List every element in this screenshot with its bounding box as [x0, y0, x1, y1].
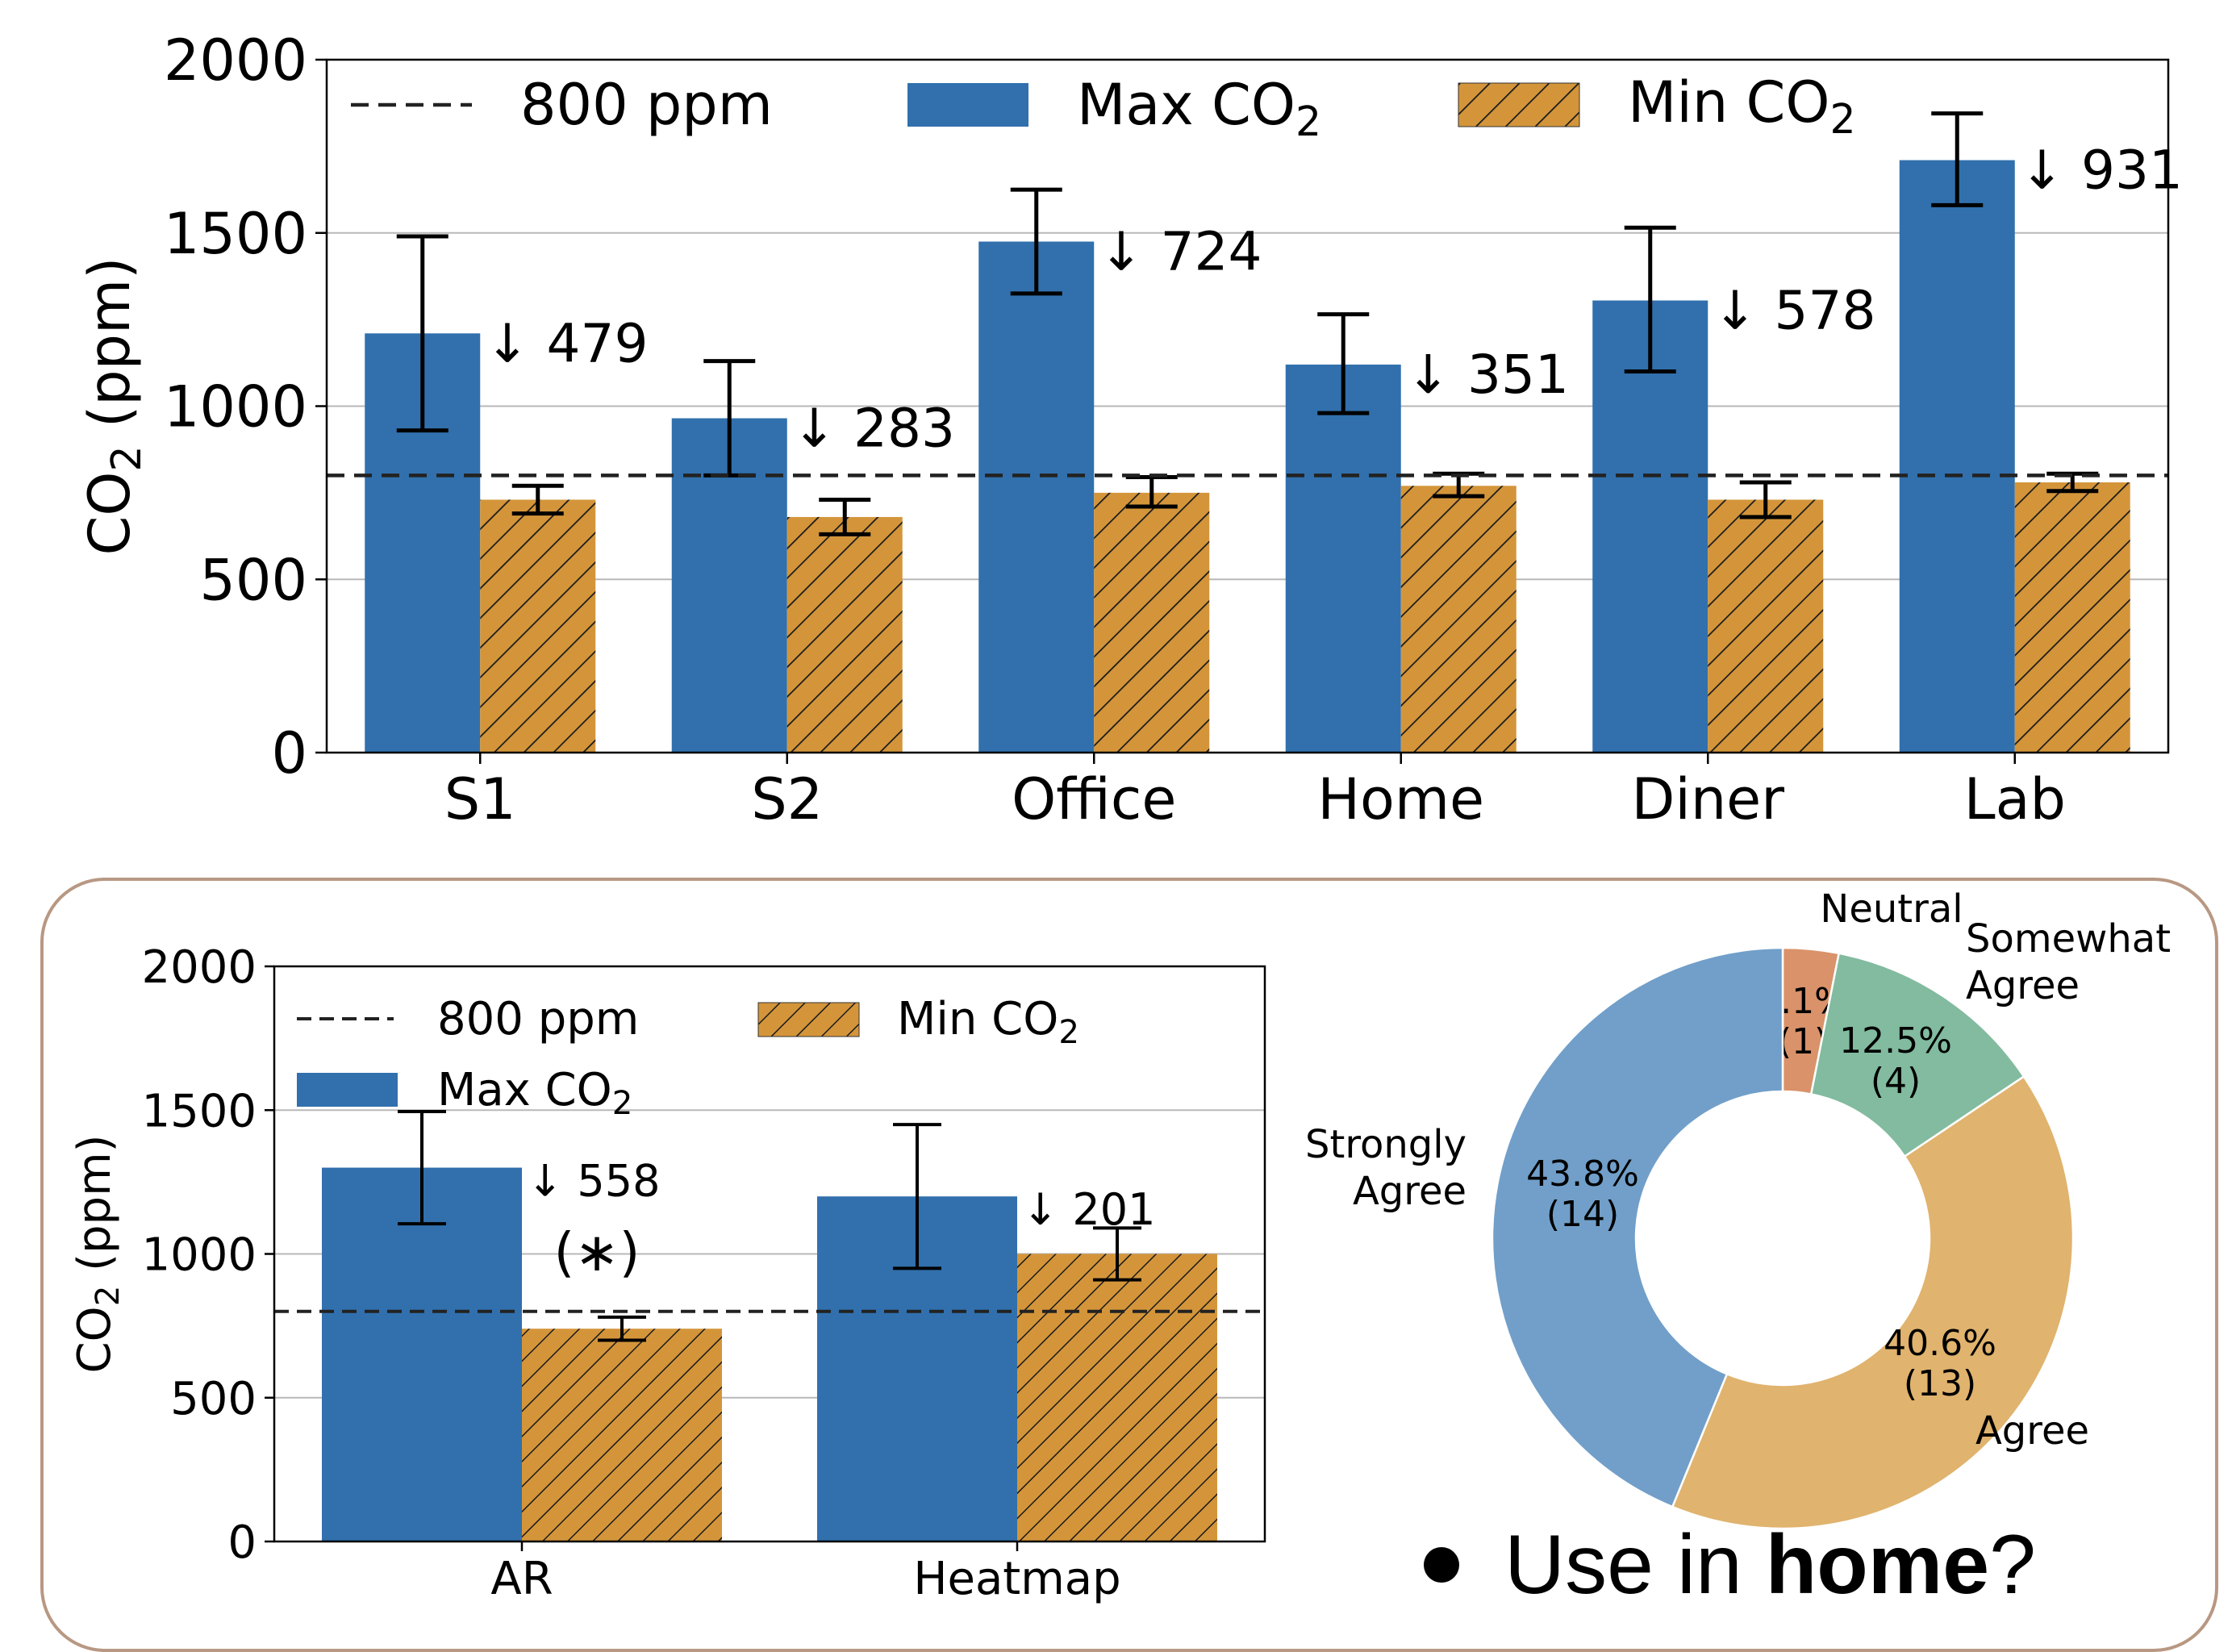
- x-tick-label: AR: [490, 1553, 553, 1605]
- y-tick-label: 2000: [164, 27, 307, 94]
- slice-percent-label: 43.8%: [1526, 1153, 1639, 1195]
- caption-bold: home: [1765, 1518, 1990, 1612]
- slice-percent-label: 40.6%: [1884, 1323, 1996, 1364]
- y-tick-label: 1000: [141, 1229, 257, 1282]
- slice-category-label: Strongly: [1305, 1122, 1466, 1167]
- x-tick-label: Home: [1317, 766, 1484, 832]
- bar-max: [322, 1167, 522, 1541]
- reduction-label: ↓ 724: [1099, 220, 1262, 282]
- bar-max: [1592, 300, 1708, 753]
- legend-label-reference: 800 ppm: [520, 72, 773, 138]
- legend-label-max: Max CO2: [1077, 72, 1321, 145]
- bar-max: [1899, 160, 2015, 753]
- bar-max: [978, 241, 1095, 753]
- bar-min: [786, 516, 903, 753]
- slice-count-label: (14): [1546, 1194, 1619, 1235]
- y-tick-label: 1500: [141, 1085, 257, 1137]
- legend-label-min: Min CO2: [897, 993, 1079, 1051]
- reduction-label: ↓ 578: [1713, 280, 1875, 342]
- legend-swatch-max: [297, 1073, 398, 1107]
- legend-label-min: Min CO2: [1628, 69, 1856, 143]
- bar-min: [2014, 482, 2130, 753]
- caption-prefix: Use in: [1504, 1518, 1766, 1612]
- y-axis-label: CO2 (ppm): [69, 1135, 127, 1374]
- reduction-label: ↓ 558: [527, 1156, 660, 1207]
- x-tick-label: Office: [1012, 766, 1176, 832]
- bar-min: [522, 1329, 722, 1541]
- reduction-label: ↓ 283: [792, 398, 955, 460]
- x-tick-label: S2: [751, 766, 823, 832]
- slice-category-label: Agree: [1353, 1169, 1466, 1214]
- legend-swatch-min: [1458, 82, 1580, 127]
- donut-slice: [1671, 1074, 2075, 1530]
- slice-percent-label: 12.5%: [1839, 1020, 1952, 1062]
- y-tick-label: 2000: [141, 941, 257, 994]
- bar-min: [1017, 1254, 1217, 1541]
- slice-category-label: Neutral: [1820, 886, 1963, 932]
- y-tick-label: 0: [271, 720, 307, 786]
- plot-frame: [325, 58, 2170, 754]
- x-tick-label: Lab: [1964, 766, 2066, 832]
- legend-swatch-max: [907, 83, 1028, 127]
- bar-min: [1708, 499, 1824, 753]
- y-tick-label: 500: [170, 1373, 257, 1425]
- plot-frame: [273, 965, 1266, 1543]
- slice-count-label: (4): [1871, 1061, 1921, 1102]
- y-tick-label: 1500: [164, 201, 307, 267]
- caption-suffix: ?: [1989, 1518, 2036, 1612]
- bar-min: [1400, 486, 1517, 753]
- donut-slice: [1809, 952, 2025, 1158]
- legend-swatch-min: [757, 1002, 860, 1037]
- reduction-label: ↓ 351: [1406, 344, 1569, 406]
- legend-label-reference: 800 ppm: [437, 993, 639, 1045]
- bar-min: [1094, 492, 1210, 753]
- legend-label-max: Max CO2: [437, 1064, 632, 1122]
- x-tick-label: S1: [444, 766, 516, 832]
- bullet-icon: [1424, 1546, 1459, 1583]
- top-bar-chart: S1 ↓ 479 S2 ↓ 283 Office ↓ 724 Home ↓ 351 Diner ↓…: [77, 27, 2183, 832]
- reduction-label: ↓ 201: [1022, 1184, 1155, 1235]
- bottom-bar-chart: AR ↓ 558 Heatmap ↓ 201 0 500 1000 1500 2000 CO2 (…: [69, 941, 1266, 1605]
- y-axis-label: CO2 (ppm): [77, 257, 150, 556]
- donut-chart: 3.1%(1)Neutral12.5%(4)SomewhatAgree40.6%…: [1305, 886, 2171, 1530]
- slice-category-label: Agree: [1975, 1408, 2089, 1454]
- bar-min: [480, 499, 596, 753]
- slice-category-label: Somewhat: [1966, 916, 2171, 962]
- reduction-label: ↓ 931: [2020, 140, 2183, 202]
- donut-slice: [1491, 946, 1784, 1508]
- caption: Use in home?: [1424, 1516, 2036, 1613]
- slice-category-label: Agree: [1966, 963, 2080, 1008]
- figure-canvas: S1 ↓ 479 S2 ↓ 283 Office ↓ 724 Home ↓ 351 Diner ↓…: [69, 27, 2183, 1605]
- x-tick-label: Heatmap: [913, 1553, 1120, 1605]
- slice-count-label: (13): [1904, 1363, 1976, 1404]
- y-tick-label: 500: [199, 547, 307, 613]
- bar-max: [1285, 364, 1401, 753]
- y-tick-label: 1000: [164, 374, 307, 440]
- significance-label: (∗): [554, 1221, 640, 1283]
- x-tick-label: Diner: [1631, 766, 1784, 832]
- reduction-label: ↓ 479: [485, 312, 648, 374]
- y-tick-label: 0: [227, 1516, 257, 1569]
